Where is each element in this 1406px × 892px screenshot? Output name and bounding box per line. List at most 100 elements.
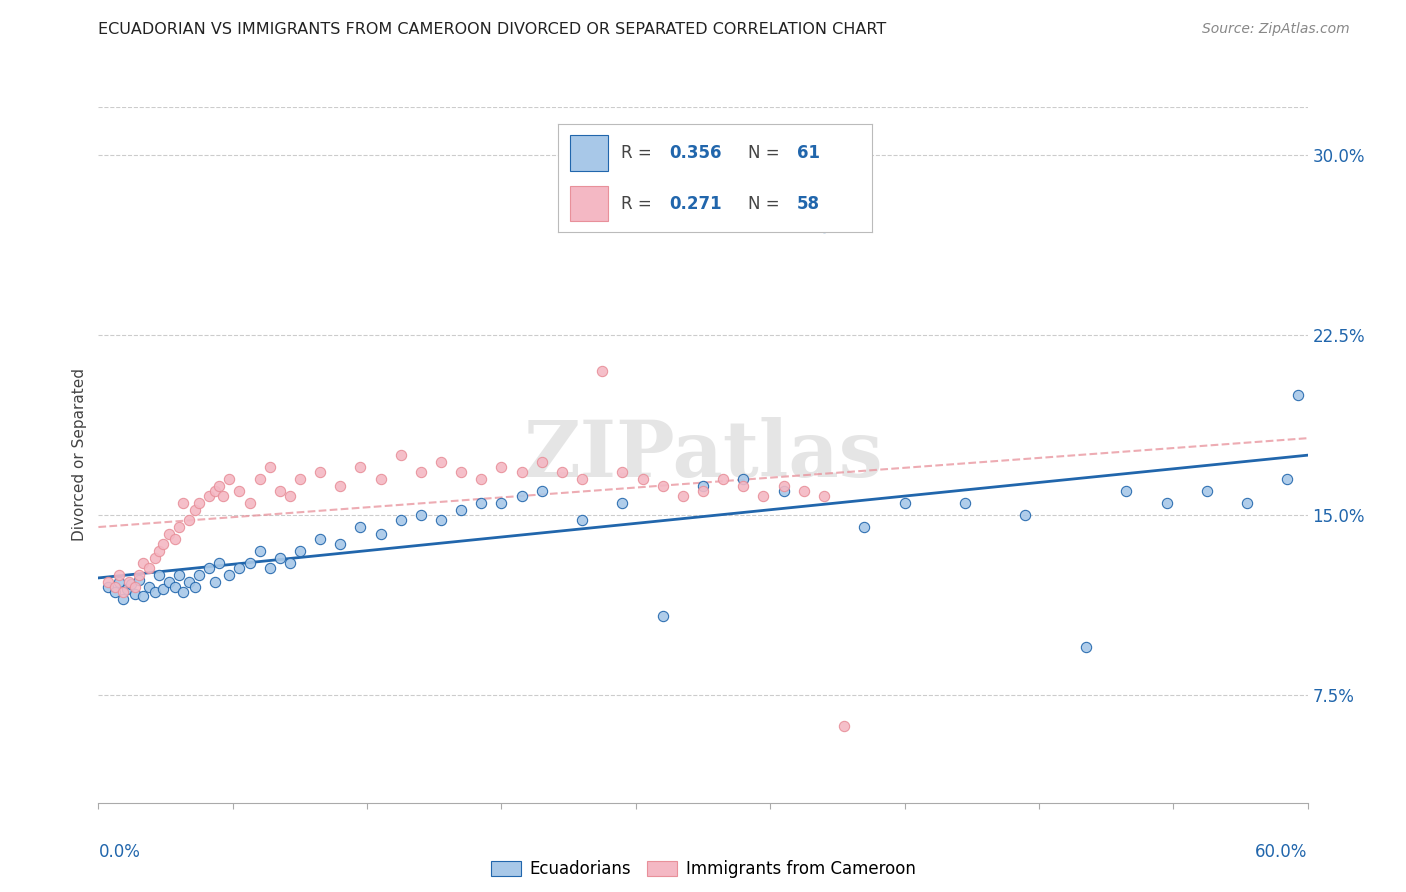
Point [103, 584, 125, 599]
Point [111, 591, 134, 606]
Point [772, 483, 794, 498]
Point [491, 459, 513, 474]
Point [107, 567, 129, 582]
Text: 60.0%: 60.0% [1256, 843, 1308, 861]
Point [349, 459, 371, 474]
Point [239, 496, 262, 510]
Text: 0.0%: 0.0% [98, 843, 141, 861]
Point [148, 544, 170, 558]
Point [188, 567, 211, 582]
Text: ECUADORIAN VS IMMIGRANTS FROM CAMEROON DIVORCED OR SEPARATED CORRELATION CHART: ECUADORIAN VS IMMIGRANTS FROM CAMEROON D… [98, 22, 887, 37]
Point [651, 479, 673, 493]
Point [329, 479, 352, 493]
Point [143, 551, 166, 566]
Point [672, 489, 695, 503]
Point [733, 472, 755, 486]
Point [1014, 508, 1036, 522]
Point [692, 483, 714, 498]
Point [212, 489, 235, 503]
Point [893, 496, 915, 510]
Point [591, 364, 613, 378]
Point [259, 459, 281, 474]
Point [612, 465, 634, 479]
Point [571, 513, 593, 527]
Point [551, 465, 574, 479]
Point [138, 560, 160, 574]
Point [152, 537, 174, 551]
Point [651, 608, 673, 623]
Point [204, 483, 226, 498]
Point [278, 556, 301, 570]
Point [249, 544, 271, 558]
Point [177, 575, 201, 590]
Text: Source: ZipAtlas.com: Source: ZipAtlas.com [1202, 22, 1350, 37]
Point [107, 575, 129, 590]
Point [148, 567, 170, 582]
Point [430, 455, 453, 469]
Point [1286, 388, 1309, 402]
Point [1195, 483, 1218, 498]
Point [1074, 640, 1097, 654]
Point [711, 472, 734, 486]
Point [409, 508, 432, 522]
Point [1236, 496, 1258, 510]
Point [172, 584, 194, 599]
Point [208, 556, 231, 570]
Point [204, 575, 226, 590]
Point [228, 483, 250, 498]
Point [249, 472, 271, 486]
Point [218, 567, 240, 582]
Point [389, 448, 412, 462]
Point [510, 489, 533, 503]
Point [450, 465, 472, 479]
Point [1156, 496, 1178, 510]
Point [269, 551, 291, 566]
Point [269, 483, 291, 498]
Point [124, 580, 146, 594]
Point [128, 573, 150, 587]
Legend: Ecuadorians, Immigrants from Cameroon: Ecuadorians, Immigrants from Cameroon [484, 854, 922, 885]
Point [793, 483, 815, 498]
Point [208, 479, 231, 493]
Point [167, 567, 190, 582]
Point [612, 496, 634, 510]
Point [124, 587, 146, 601]
Point [132, 590, 155, 604]
Point [163, 580, 186, 594]
Point [409, 465, 432, 479]
Point [172, 496, 194, 510]
Point [239, 556, 262, 570]
Point [163, 532, 186, 546]
Point [288, 544, 311, 558]
Point [370, 527, 392, 541]
Point [228, 560, 250, 574]
Point [309, 465, 332, 479]
Point [177, 513, 201, 527]
Point [370, 472, 392, 486]
Point [631, 472, 654, 486]
Point [389, 513, 412, 527]
Point [118, 575, 141, 590]
Point [157, 527, 180, 541]
Point [143, 584, 166, 599]
Point [832, 719, 855, 733]
Point [530, 483, 553, 498]
Point [772, 479, 794, 493]
Point [120, 577, 142, 591]
Point [530, 455, 553, 469]
Point [1115, 483, 1137, 498]
Point [115, 582, 138, 597]
Point [103, 580, 125, 594]
Point [349, 520, 371, 534]
Point [752, 489, 775, 503]
Point [571, 472, 593, 486]
Point [97, 575, 120, 590]
Point [184, 580, 207, 594]
Point [470, 472, 492, 486]
Point [813, 489, 835, 503]
Point [733, 479, 755, 493]
Point [184, 503, 207, 517]
Point [198, 489, 221, 503]
Point [157, 575, 180, 590]
Point [491, 496, 513, 510]
